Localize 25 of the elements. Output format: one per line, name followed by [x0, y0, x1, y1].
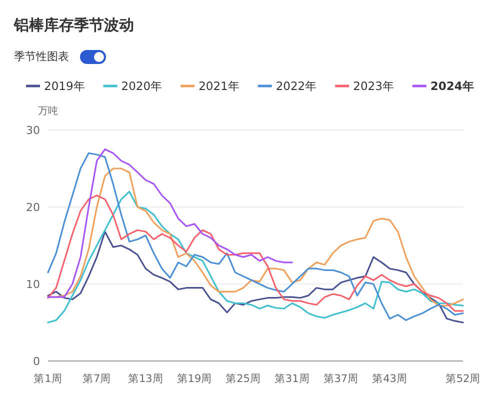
legend-label: 2023年	[353, 79, 394, 93]
legend-label: 2024年	[430, 79, 474, 93]
legend-label: 2019年	[44, 79, 86, 93]
x-tick-label: 第13周	[128, 373, 164, 385]
line-series	[47, 148, 293, 298]
line-series	[47, 230, 464, 324]
legend-label: 2021年	[198, 79, 240, 93]
y-tick-label: 20	[26, 201, 40, 214]
x-tick-label: 第31周	[274, 373, 310, 385]
y-tick-label: 0	[33, 355, 40, 368]
legend-label: 2022年	[276, 79, 318, 93]
x-tick-label: 第19周	[176, 373, 212, 385]
x-tick-label: 第37周	[323, 373, 359, 385]
x-tick-label: 第52周	[445, 373, 481, 385]
y-tick-label: 10	[26, 278, 40, 291]
text: 季节性图表	[14, 50, 69, 63]
legend-label: 2020年	[121, 79, 163, 93]
chart-title: 铝棒库存季节波动	[13, 16, 134, 34]
x-tick-label: 第1周	[34, 373, 62, 385]
line-series	[47, 152, 464, 321]
x-tick-label: 第25周	[226, 373, 261, 385]
y-axis-title: 万吨	[38, 105, 58, 117]
x-tick-label: 第43周	[372, 373, 408, 385]
x-tick-label: 第7周	[82, 373, 112, 385]
y-tick-label: 30	[26, 124, 40, 137]
